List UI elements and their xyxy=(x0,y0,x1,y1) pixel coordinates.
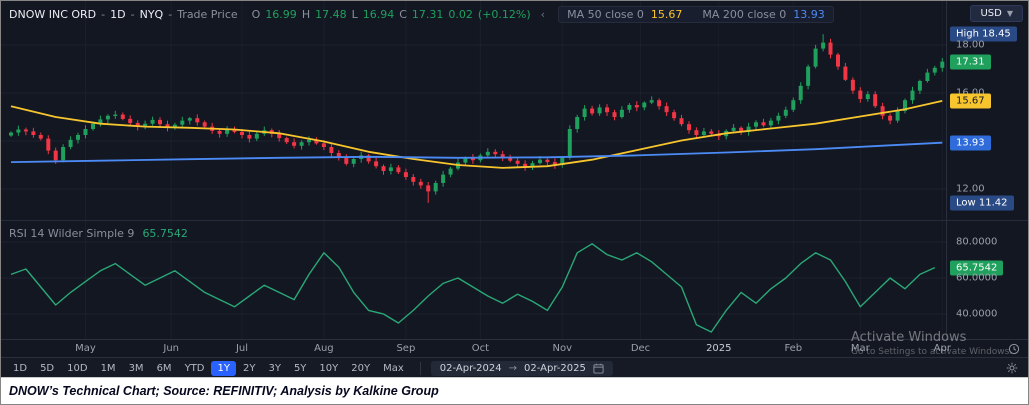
toolbar-right xyxy=(1006,362,1022,374)
legend-separator: - xyxy=(168,8,172,21)
range-button-5d[interactable]: 5D xyxy=(34,361,60,376)
price-axis-label: 13.93 xyxy=(950,135,991,150)
range-buttons: 1D5D10D1M3M6MYTD1Y2Y3Y5Y10Y20YMax xyxy=(7,361,410,376)
range-button-1m[interactable]: 1M xyxy=(95,361,122,376)
range-button-1y[interactable]: 1Y xyxy=(211,361,235,376)
currency-selector[interactable]: USD ▼ xyxy=(970,5,1023,22)
legend-collapse-icon[interactable]: ‹ xyxy=(541,8,545,21)
rsi-label[interactable]: RSI 14 Wilder Simple 9 xyxy=(9,227,134,240)
close-value: 17.31 xyxy=(412,8,444,21)
change-percent: (+0.12%) xyxy=(478,8,531,21)
chart-app: DNOW INC ORD - 1D - NYQ - Trade Price O … xyxy=(1,1,1028,377)
series-type-label: Trade Price xyxy=(177,8,237,21)
time-axis-label[interactable]: Jul xyxy=(236,343,248,354)
time-axis-label[interactable]: Jun xyxy=(163,343,179,354)
caption-bar: DNOW’s Technical Chart; Source: REFINITI… xyxy=(1,377,1028,404)
price-axis-label: 17.31 xyxy=(950,54,991,69)
chevron-down-icon: ▼ xyxy=(1007,9,1013,18)
pane-divider[interactable] xyxy=(1,220,1028,221)
toolbar-divider xyxy=(420,362,421,375)
time-axis[interactable]: May Jun Jul Aug Sep Oct Nov Dec 2025 Feb Mar Apr xyxy=(1,339,1028,357)
time-axis-label[interactable]: Sep xyxy=(396,343,415,354)
ma50-label[interactable]: MA 50 close 0 xyxy=(567,8,644,21)
time-axis-label[interactable]: Apr xyxy=(934,343,951,354)
legend-separator: - xyxy=(101,8,105,21)
low-value: 16.94 xyxy=(363,8,395,21)
range-button-ytd[interactable]: YTD xyxy=(179,361,211,376)
price-axis-label: 18.00 xyxy=(956,40,985,51)
chart-window: DNOW INC ORD - 1D - NYQ - Trade Price O … xyxy=(0,0,1029,405)
date-range-picker[interactable]: 02-Apr-2024 → 02-Apr-2025 xyxy=(431,361,613,376)
range-button-5y[interactable]: 5Y xyxy=(288,361,312,376)
change-value: 0.02 xyxy=(448,8,473,21)
time-axis-label[interactable]: Oct xyxy=(472,343,489,354)
symbol-name[interactable]: DNOW INC ORD xyxy=(9,8,96,21)
legend-separator: - xyxy=(131,8,135,21)
exchange-label: NYQ xyxy=(140,8,164,21)
price-axis-label: 12.00 xyxy=(956,184,985,195)
low-label: L xyxy=(352,8,358,21)
time-axis-label[interactable]: Feb xyxy=(784,343,802,354)
time-axis-label[interactable]: Dec xyxy=(631,343,650,354)
range-button-6m[interactable]: 6M xyxy=(151,361,178,376)
time-axis-label[interactable]: 2025 xyxy=(706,343,731,354)
rsi-axis-label: 80.0000 xyxy=(956,237,997,248)
high-value: 17.48 xyxy=(315,8,347,21)
price-axis-label: 15.67 xyxy=(950,93,991,108)
close-label: C xyxy=(399,8,407,21)
time-axis-label[interactable]: Nov xyxy=(553,343,573,354)
range-button-3y[interactable]: 3Y xyxy=(262,361,286,376)
date-from: 02-Apr-2024 xyxy=(440,363,502,374)
time-axis-label[interactable]: Aug xyxy=(314,343,334,354)
time-axis-label[interactable]: May xyxy=(75,343,96,354)
ma50-value: 15.67 xyxy=(651,8,683,21)
currency-label: USD xyxy=(980,8,1001,19)
clock-icon[interactable] xyxy=(1008,343,1020,358)
interval-label[interactable]: 1D xyxy=(110,8,125,21)
chart-caption: DNOW’s Technical Chart; Source: REFINITI… xyxy=(9,384,439,398)
range-button-20y[interactable]: 20Y xyxy=(345,361,376,376)
ma200-value: 13.93 xyxy=(793,8,825,21)
gear-icon[interactable] xyxy=(1006,362,1018,374)
calendar-icon xyxy=(593,363,604,374)
price-axis[interactable]: High 18.4518.0017.3116.0015.6714.0013.93… xyxy=(947,1,1028,339)
range-arrow: → xyxy=(509,363,517,374)
open-value: 16.99 xyxy=(265,8,297,21)
range-button-1d[interactable]: 1D xyxy=(7,361,33,376)
high-label: H xyxy=(302,8,310,21)
rsi-legend: RSI 14 Wilder Simple 9 65.7542 xyxy=(9,227,188,240)
ma200-label[interactable]: MA 200 close 0 xyxy=(702,8,786,21)
range-button-max[interactable]: Max xyxy=(377,361,410,376)
range-button-10d[interactable]: 10D xyxy=(61,361,93,376)
range-toolbar: 1D5D10D1M3M6MYTD1Y2Y3Y5Y10Y20YMax 02-Apr… xyxy=(1,357,1028,377)
price-rsi-chart-canvas[interactable] xyxy=(1,1,946,339)
time-axis-label[interactable]: Mar xyxy=(851,343,870,354)
range-button-3m[interactable]: 3M xyxy=(123,361,150,376)
rsi-value: 65.7542 xyxy=(142,227,188,240)
ma-legend: MA 50 close 0 15.67 MA 200 close 0 13.93 xyxy=(558,6,834,23)
date-to: 02-Apr-2025 xyxy=(524,363,586,374)
range-button-10y[interactable]: 10Y xyxy=(313,361,344,376)
price-axis-label: Low 11.42 xyxy=(950,195,1014,210)
rsi-axis-label: 60.0000 xyxy=(956,273,997,284)
range-button-2y[interactable]: 2Y xyxy=(237,361,261,376)
rsi-axis-label: 40.0000 xyxy=(956,309,997,320)
open-label: O xyxy=(252,8,261,21)
chart-legend: DNOW INC ORD - 1D - NYQ - Trade Price O … xyxy=(9,6,834,23)
